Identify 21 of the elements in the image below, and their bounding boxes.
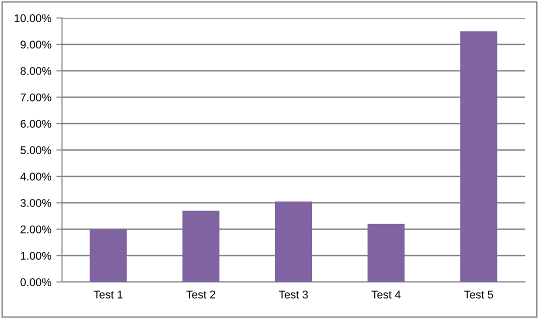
- y-tick-label: 1.00%: [20, 252, 52, 260]
- y-tick-label: 10.00%: [14, 14, 52, 22]
- y-tick-label: 9.00%: [20, 40, 52, 49]
- y-tick-label: 5.00%: [20, 146, 52, 154]
- y-tick-label: 8.00%: [20, 67, 52, 75]
- y-tick-label: 0.00%: [20, 278, 52, 286]
- x-tick-label: Test 1: [94, 290, 123, 298]
- y-tick-label: 3.00%: [20, 199, 52, 207]
- bar: [182, 210, 220, 282]
- x-tick-label: Test 5: [464, 290, 494, 298]
- y-tick-label: 7.00%: [20, 93, 52, 102]
- y-tick-label: 2.00%: [20, 225, 52, 234]
- bar: [460, 31, 498, 282]
- bar: [90, 229, 127, 282]
- y-tick-label: 4.00%: [20, 172, 52, 181]
- x-tick-label: Test 4: [372, 290, 401, 298]
- x-tick-label: Test 3: [278, 290, 308, 298]
- y-tick-label: 6.00%: [20, 120, 52, 128]
- x-tick-label: Test 2: [186, 290, 216, 298]
- bar: [368, 224, 405, 282]
- bar: [274, 201, 312, 282]
